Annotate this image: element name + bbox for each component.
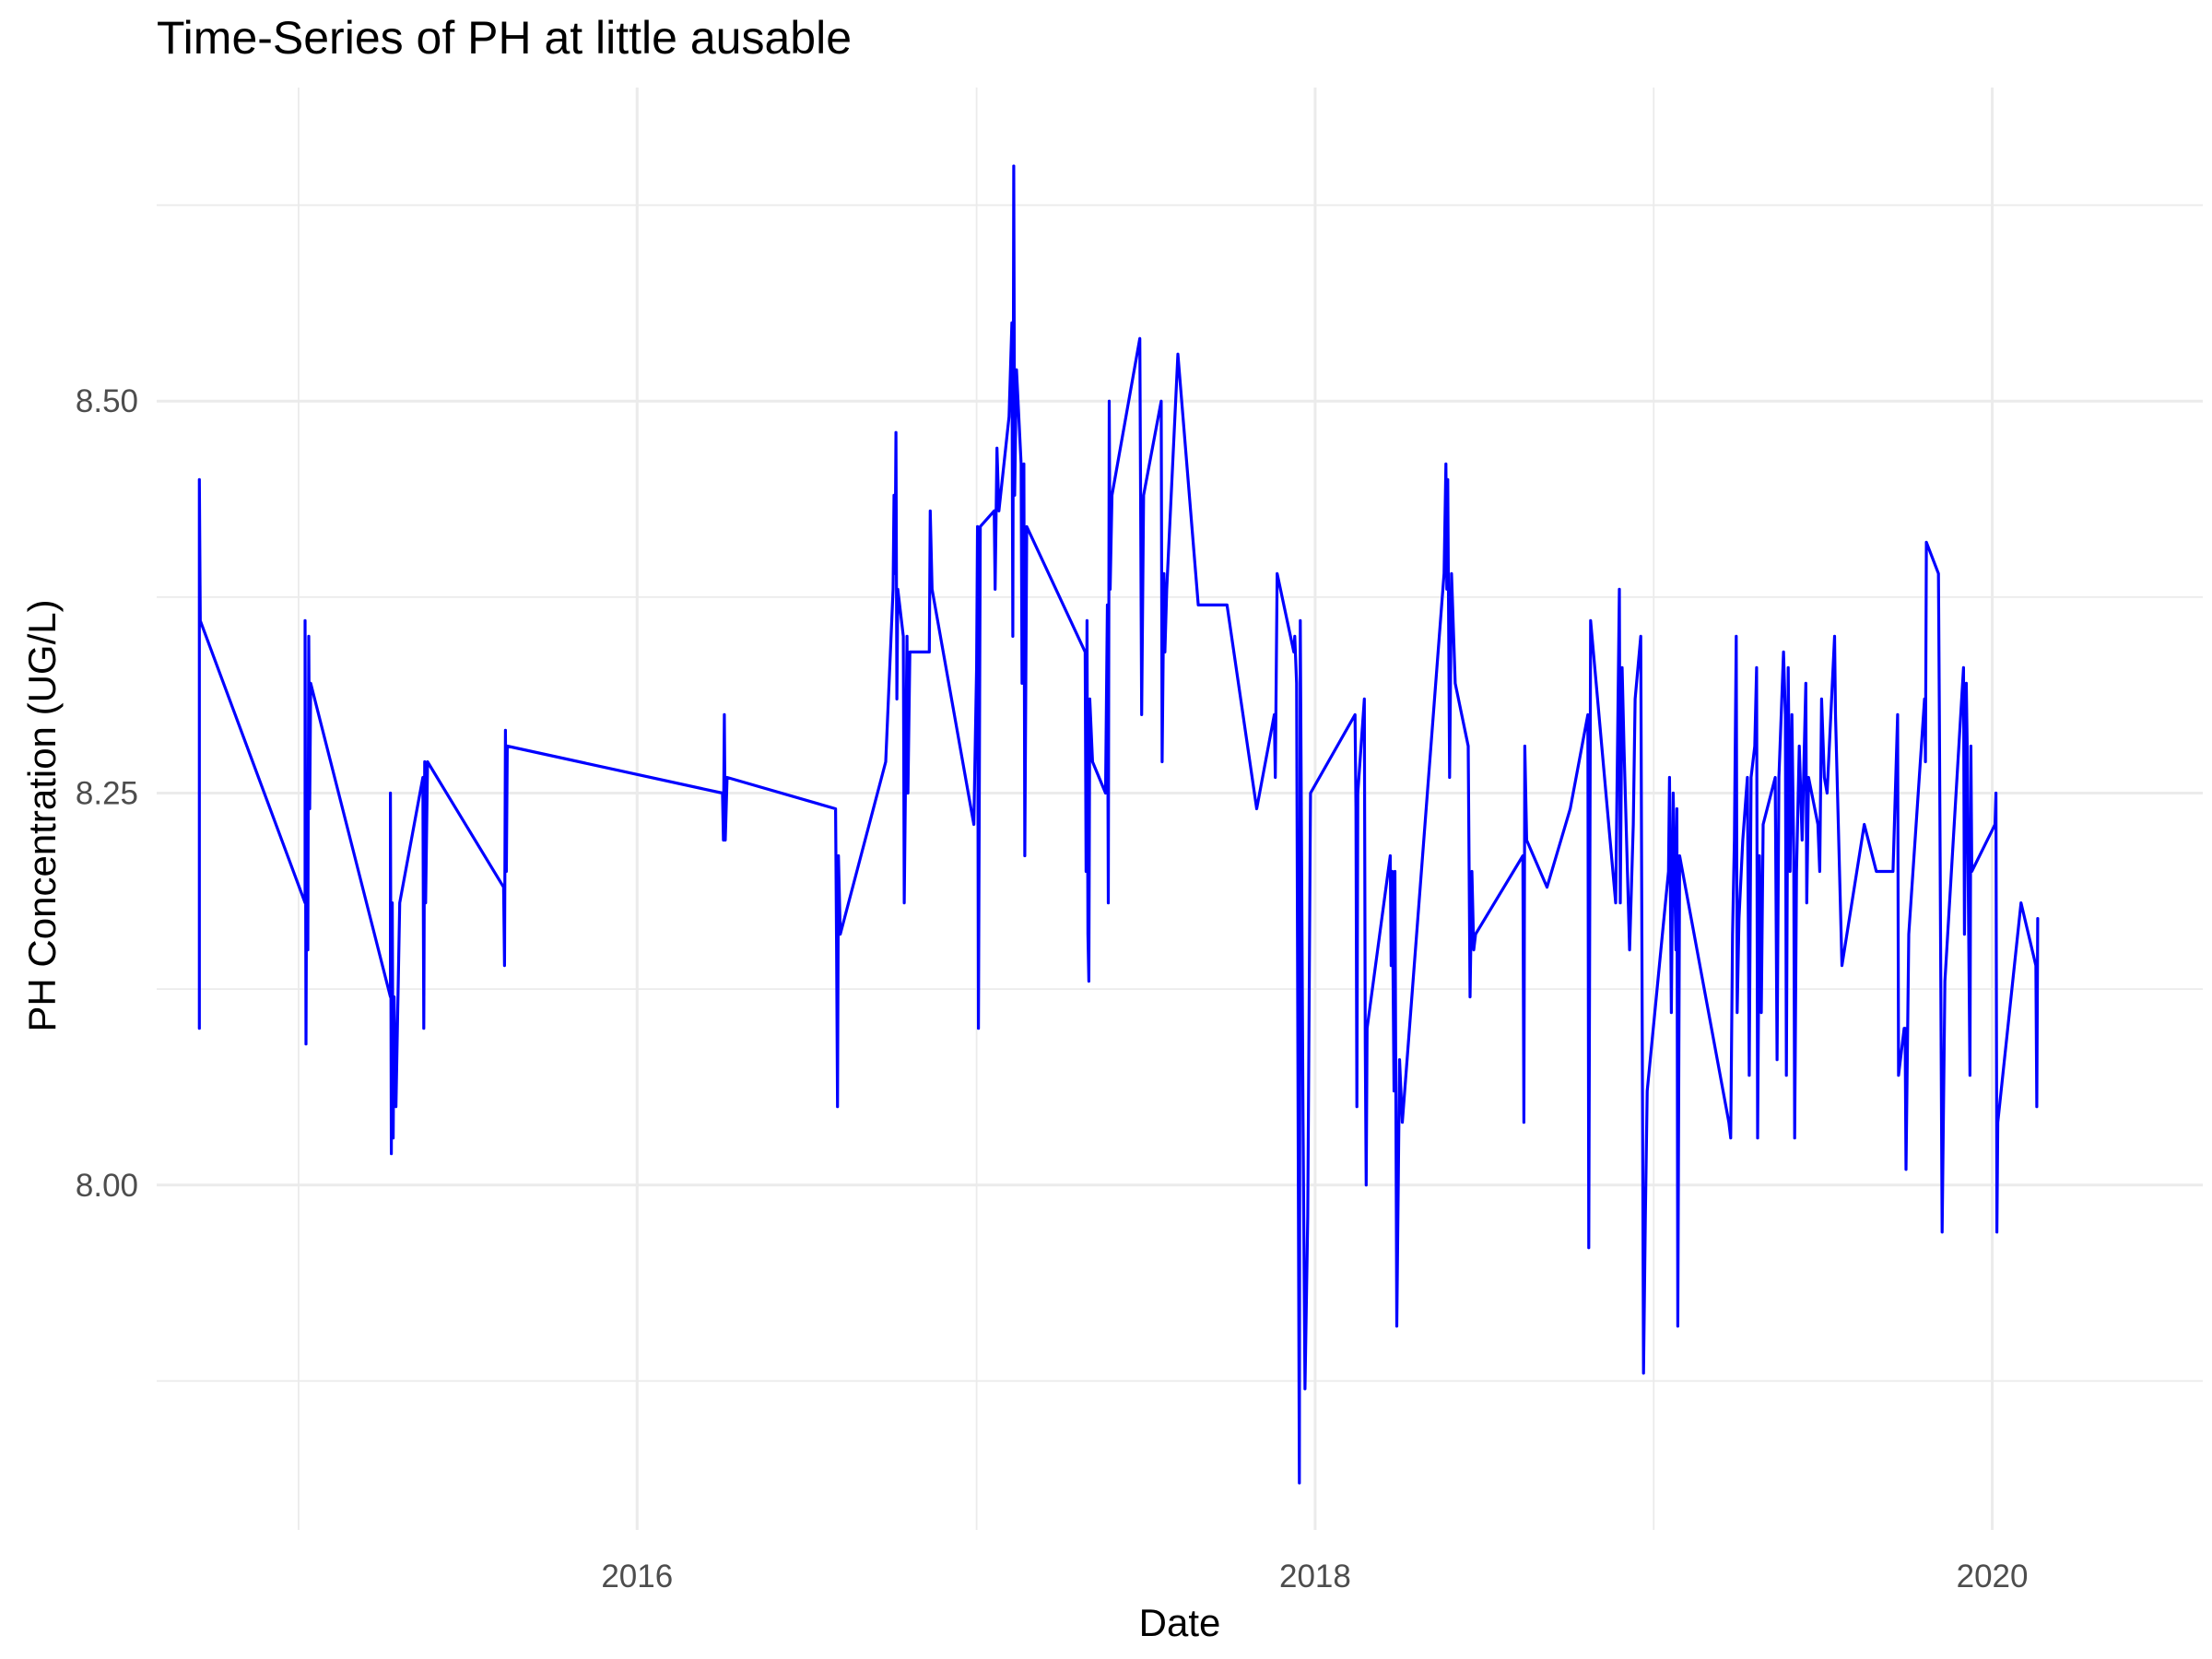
x-tick-label: 2018 — [1279, 1559, 1351, 1594]
y-tick-label: 8.00 — [76, 1168, 138, 1204]
y-axis-label: PH Concentration (UG/L) — [20, 599, 64, 1031]
x-axis-label: Date — [1139, 1601, 1221, 1644]
ph-series-line — [197, 164, 2040, 1485]
y-tick-label: 8.25 — [76, 775, 138, 811]
plot-panel — [157, 88, 2203, 1530]
chart-title: Time-Series of PH at little ausable — [157, 12, 852, 64]
x-tick-label: 2016 — [601, 1559, 673, 1594]
y-tick-label: 8.50 — [76, 383, 138, 419]
y-axis: 8.00 8.25 8.50 — [76, 383, 138, 1204]
x-axis: 2016 2018 2020 — [601, 1559, 2028, 1594]
x-tick-label: 2020 — [1957, 1559, 2029, 1594]
